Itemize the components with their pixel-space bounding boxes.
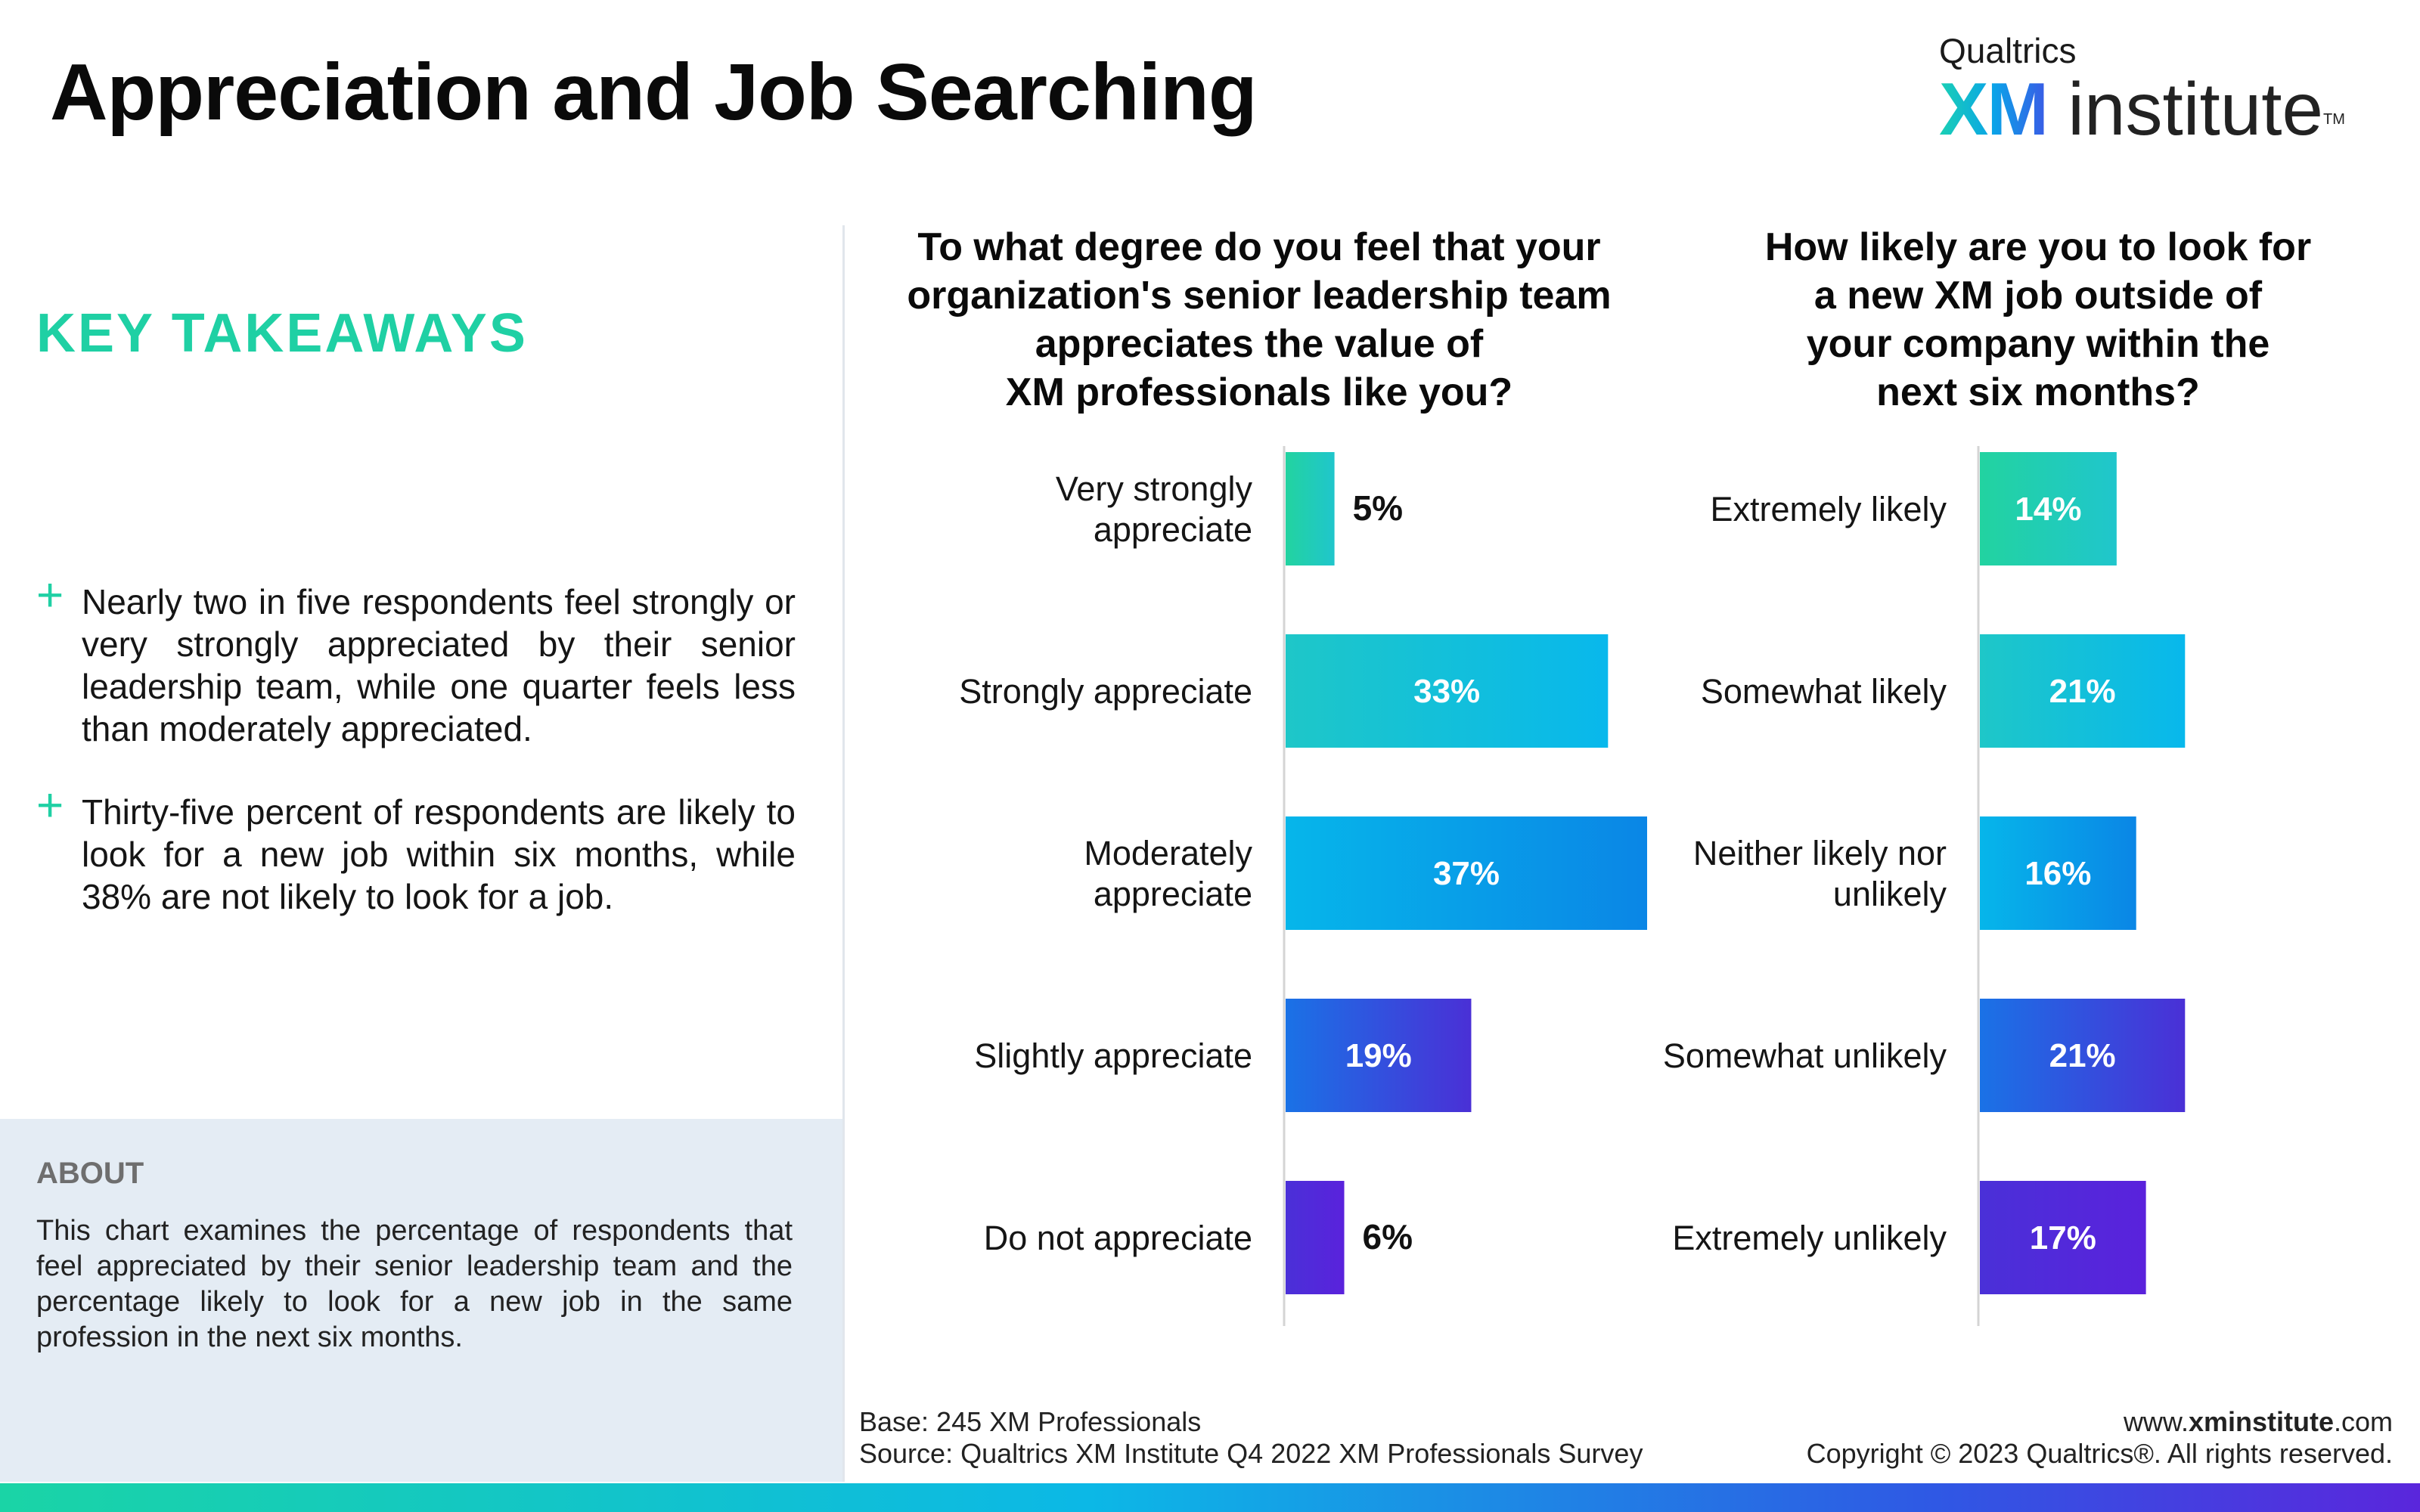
- footer-notes: Base: 245 XM Professionals Source: Qualt…: [859, 1406, 1643, 1470]
- takeaway-text: Nearly two in five respondents feel stro…: [82, 582, 796, 748]
- logo-institute-text: institute: [2068, 67, 2323, 150]
- qualtrics-xm-institute-logo: Qualtrics XM instituteTM: [1939, 30, 2363, 147]
- chart2-bar: [1980, 1181, 2146, 1294]
- chart1-value-label: 33%: [1413, 673, 1480, 710]
- chart1-category-label: Very strongly appreciate: [1056, 469, 1253, 549]
- about-text: This chart examines the percentage of re…: [36, 1215, 793, 1353]
- chart1-category-label: Strongly appreciate: [959, 672, 1252, 711]
- chart2-category-label: Somewhat unlikely: [1663, 1036, 1947, 1075]
- takeaway-item: + Nearly two in five respondents feel st…: [36, 572, 796, 750]
- chart1-question-line: XM professionals like you?: [1005, 370, 1513, 414]
- chart1-category-label: Do not appreciate: [984, 1219, 1252, 1257]
- chart2-bar: [1980, 634, 2186, 748]
- chart2-value-label: 17%: [2030, 1219, 2096, 1256]
- about-panel: [0, 1119, 842, 1482]
- chart1-bar: [1286, 634, 1609, 748]
- chart2-value-label: 21%: [2049, 673, 2116, 710]
- key-takeaways-heading: KEY TAKEAWAYS: [36, 303, 528, 364]
- chart2-bar: [1980, 816, 2136, 930]
- base-note: Base: 245 XM Professionals: [859, 1406, 1202, 1437]
- website-domain: xminstitute: [2188, 1406, 2334, 1437]
- website-suffix: .com: [2333, 1406, 2393, 1437]
- bottom-gradient-strip: [0, 1483, 2420, 1512]
- chart1-bar: [1286, 999, 1472, 1112]
- chart2-category-label: Extremely likely: [1710, 490, 1947, 528]
- chart2-question-line: a new XM job outside of: [1813, 274, 2263, 318]
- chart1-value-label: 6%: [1363, 1217, 1413, 1256]
- takeaway-item: + Thirty-five percent of respondents are…: [36, 782, 796, 918]
- chart1-bar: [1286, 452, 1335, 565]
- logo-trademark: TM: [2322, 111, 2345, 128]
- chart2-value-label: 21%: [2049, 1037, 2116, 1074]
- panel-divider: [842, 225, 845, 1482]
- plus-icon: +: [36, 569, 64, 621]
- copyright-note: Copyright © 2023 Qualtrics®. All rights …: [1806, 1438, 2393, 1469]
- chart1-bar: [1286, 1181, 1345, 1294]
- chart1-bar: [1286, 816, 1647, 930]
- chart1-question-line: appreciates the value of: [1035, 322, 1484, 366]
- chart1-category-label: Moderately appreciate: [1084, 834, 1252, 913]
- chart2-bar: [1980, 452, 2117, 565]
- page-title: Appreciation and Job Searching: [50, 48, 1258, 137]
- chart2-bar: [1980, 999, 2186, 1112]
- logo-xm-text: XM: [1939, 67, 2049, 150]
- chart2-question: How likely are you to look for a new XM …: [1664, 223, 2412, 417]
- chart2-question-line: your company within the: [1806, 322, 2270, 366]
- chart2-category-label: Extremely unlikely: [1672, 1219, 1947, 1257]
- footer-credits: www.xminstitute.com Copyright © 2023 Qua…: [1807, 1406, 2393, 1470]
- chart2-question-line: next six months?: [1876, 370, 2200, 414]
- plus-icon: +: [36, 779, 64, 832]
- source-note: Source: Qualtrics XM Institute Q4 2022 X…: [859, 1438, 1643, 1469]
- chart1-value-label: 5%: [1353, 488, 1403, 528]
- chart1-question-line: To what degree do you feel that your: [917, 225, 1601, 269]
- website-link[interactable]: www.xminstitute.com: [1807, 1406, 2393, 1438]
- website-prefix: www.: [2123, 1406, 2189, 1437]
- takeaway-text: Thirty-five percent of respondents are l…: [82, 792, 796, 916]
- chart2-question-line: How likely are you to look for: [1764, 225, 2312, 269]
- chart1-question-line: organization's senior leadership team: [907, 274, 1612, 318]
- about-heading: ABOUT: [36, 1157, 144, 1190]
- chart1-value-label: 19%: [1345, 1037, 1412, 1074]
- chart2-category-label: Neither likely nor unlikely: [1693, 834, 1947, 913]
- chart1-question: To what degree do you feel that your org…: [870, 223, 1649, 417]
- chart2-value-label: 16%: [2024, 855, 2091, 892]
- chart1-value-label: 37%: [1433, 855, 1500, 892]
- chart2-value-label: 14%: [2015, 491, 2081, 528]
- chart1-category-label: Slightly appreciate: [974, 1036, 1252, 1075]
- logo-qualtrics-text: Qualtrics: [1939, 31, 2077, 70]
- chart2-category-label: Somewhat likely: [1701, 672, 1947, 711]
- logo-wordmark: XM instituteTM: [1939, 71, 2345, 147]
